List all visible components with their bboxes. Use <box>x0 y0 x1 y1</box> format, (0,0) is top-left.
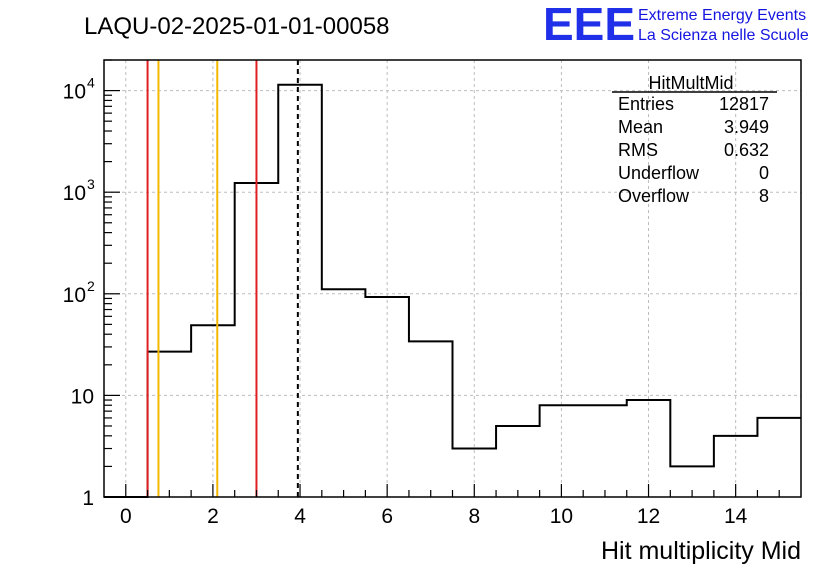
histogram-outline <box>104 83 801 498</box>
stats-value: 8 <box>759 186 769 206</box>
logo-line-1: Extreme Energy Events <box>638 7 806 24</box>
x-tick-label: 4 <box>294 505 306 528</box>
stats-label: Underflow <box>618 163 700 183</box>
stats-label: Overflow <box>618 186 690 206</box>
x-tick-label: 12 <box>637 505 660 528</box>
histogram-bin <box>409 341 453 497</box>
x-axis-ticks: 0 2 4 6 8 10 12 14 <box>120 484 780 528</box>
y-tick-label: 10 <box>63 284 86 307</box>
stats-label: Mean <box>618 117 663 137</box>
y-tick-exponent: 3 <box>87 176 95 192</box>
x-tick-label: 2 <box>207 505 219 528</box>
x-tick-label: 6 <box>381 505 393 528</box>
y-tick-exponent: 4 <box>87 75 95 91</box>
eee-logo: EEE Extreme Energy Events La Scienza nel… <box>543 0 809 50</box>
histogram-bin <box>757 418 801 497</box>
stats-value: 3.949 <box>724 117 769 137</box>
x-tick-label: 10 <box>550 505 573 528</box>
grid-lines <box>104 60 801 497</box>
marker-lines <box>146 60 299 497</box>
stats-value: 12817 <box>719 94 769 114</box>
x-tick-label: 0 <box>120 505 132 528</box>
x-axis-label: Hit multiplicity Mid <box>601 537 801 565</box>
x-tick-label: 8 <box>468 505 480 528</box>
logo-line-2: La Scienza nelle Scuole <box>638 27 809 44</box>
y-tick-label: 1 <box>82 487 94 510</box>
stats-title: HitMultMid <box>648 73 733 93</box>
stats-value: 0 <box>759 163 769 183</box>
stats-label: Entries <box>618 94 674 114</box>
y-tick-label: 10 <box>63 182 86 205</box>
histogram-bin <box>496 426 540 497</box>
y-tick-label: 10 <box>71 385 94 408</box>
histogram-bars <box>104 83 801 498</box>
histogram-bin <box>148 352 192 497</box>
histogram-bin <box>191 325 235 497</box>
stats-box: HitMultMid Entries 12817 Mean 3.949 RMS 0.632… <box>612 73 777 206</box>
logo-text: EEE <box>543 0 635 50</box>
chart-title: LAQU-02-2025-01-01-00058 <box>84 13 390 40</box>
stats-label: RMS <box>618 140 658 160</box>
x-tick-label: 14 <box>724 505 748 528</box>
y-tick-label: 10 <box>63 81 86 104</box>
histogram-bin <box>322 289 366 497</box>
stats-value: 0.632 <box>724 140 769 160</box>
histogram-bin <box>583 405 627 497</box>
y-tick-exponent: 2 <box>87 278 95 294</box>
